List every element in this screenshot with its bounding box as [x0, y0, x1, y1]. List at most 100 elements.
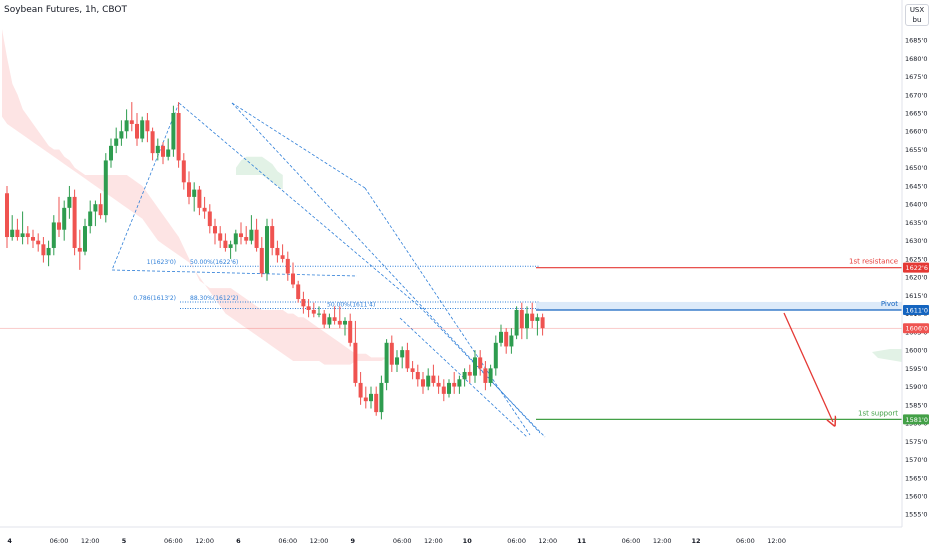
candle-body[interactable]	[140, 120, 145, 139]
candle-body[interactable]	[493, 342, 498, 369]
candle-body[interactable]	[197, 189, 202, 208]
candle-body[interactable]	[379, 382, 384, 413]
candle-body[interactable]	[291, 273, 295, 285]
candle-body[interactable]	[150, 131, 155, 154]
candle-body[interactable]	[202, 207, 207, 212]
candle-body[interactable]	[306, 306, 311, 310]
candle-body[interactable]	[233, 233, 238, 245]
candle-body[interactable]	[176, 113, 181, 161]
candle-body[interactable]	[109, 145, 113, 161]
candle-body[interactable]	[213, 226, 217, 234]
candle-body[interactable]	[135, 123, 139, 139]
candle-body[interactable]	[504, 331, 509, 347]
candle-body[interactable]	[467, 371, 472, 376]
candle-body[interactable]	[72, 196, 77, 248]
candle-body[interactable]	[395, 357, 399, 365]
candle-body[interactable]	[358, 382, 363, 398]
candle-body[interactable]	[103, 160, 108, 216]
candle-body[interactable]	[473, 357, 477, 376]
candle-body[interactable]	[280, 255, 285, 259]
candle-body[interactable]	[488, 368, 493, 383]
candle-body[interactable]	[301, 299, 306, 307]
candle-body[interactable]	[145, 120, 150, 132]
candle-body[interactable]	[483, 368, 488, 383]
candle-body[interactable]	[322, 313, 327, 325]
candle-body[interactable]	[509, 335, 514, 347]
candle-body[interactable]	[530, 313, 535, 321]
candle-body[interactable]	[421, 379, 425, 387]
candle-body[interactable]	[31, 237, 35, 241]
candle-body[interactable]	[431, 375, 436, 383]
candle-body[interactable]	[447, 382, 451, 394]
candle-body[interactable]	[62, 207, 67, 230]
candle-body[interactable]	[46, 247, 51, 256]
candle-body[interactable]	[166, 149, 171, 157]
candle-body[interactable]	[441, 386, 446, 394]
candle-body[interactable]	[239, 233, 243, 238]
candle-body[interactable]	[327, 317, 332, 325]
candle-body[interactable]	[36, 240, 41, 245]
candle-body[interactable]	[218, 233, 223, 241]
candle-body[interactable]	[311, 309, 316, 314]
candle-body[interactable]	[187, 182, 191, 197]
candle-body[interactable]	[244, 237, 249, 241]
candle-body[interactable]	[67, 196, 72, 208]
candle-body[interactable]	[20, 233, 25, 238]
candle-body[interactable]	[77, 247, 82, 252]
candle-body[interactable]	[57, 222, 61, 230]
candle-body[interactable]	[337, 320, 342, 325]
candle-body[interactable]	[405, 350, 410, 369]
candle-body[interactable]	[259, 247, 264, 274]
candle-body[interactable]	[207, 211, 212, 227]
candle-body[interactable]	[452, 382, 457, 387]
candle-body[interactable]	[223, 240, 228, 248]
candle-body[interactable]	[124, 120, 129, 132]
candle-body[interactable]	[25, 233, 30, 238]
candle-body[interactable]	[519, 309, 524, 329]
candle-body[interactable]	[525, 313, 529, 329]
candle-body[interactable]	[5, 193, 9, 238]
candle-body[interactable]	[296, 284, 301, 300]
candle-body[interactable]	[10, 229, 15, 238]
candle-body[interactable]	[285, 258, 290, 274]
candle-body[interactable]	[249, 229, 254, 241]
candle-body[interactable]	[499, 331, 503, 343]
candle-body[interactable]	[374, 393, 379, 413]
candle-body[interactable]	[363, 397, 368, 402]
candle-body[interactable]	[155, 145, 160, 154]
candle-body[interactable]	[41, 244, 46, 256]
candle-body[interactable]	[415, 371, 420, 380]
candle-body[interactable]	[51, 222, 56, 248]
candle-body[interactable]	[389, 342, 394, 365]
candle-body[interactable]	[426, 375, 431, 387]
candle-body[interactable]	[83, 226, 87, 252]
candle-body[interactable]	[410, 368, 415, 372]
candle-body[interactable]	[384, 342, 389, 383]
candle-body[interactable]	[353, 342, 358, 383]
candle-body[interactable]	[171, 113, 176, 150]
candle-body[interactable]	[436, 382, 441, 387]
candle-body[interactable]	[254, 229, 259, 248]
candle-body[interactable]	[457, 379, 462, 387]
candle-body[interactable]	[181, 160, 186, 183]
candle-body[interactable]	[88, 211, 93, 227]
candle-body[interactable]	[462, 371, 467, 380]
candle-body[interactable]	[161, 145, 165, 157]
candle-body[interactable]	[228, 244, 233, 248]
candle-body[interactable]	[275, 247, 280, 256]
candle-body[interactable]	[265, 226, 269, 274]
candle-body[interactable]	[93, 204, 98, 212]
currency-unit-button[interactable]: USX bu	[905, 4, 929, 26]
candle-body[interactable]	[332, 317, 337, 321]
candle-body[interactable]	[270, 226, 275, 248]
candle-body[interactable]	[15, 229, 20, 238]
candle-body[interactable]	[129, 120, 134, 124]
candle-body[interactable]	[114, 138, 119, 146]
candle-body[interactable]	[400, 350, 405, 358]
candle-body[interactable]	[369, 393, 373, 402]
candle-body[interactable]	[343, 320, 347, 325]
candle-body[interactable]	[540, 317, 545, 329]
candle-body[interactable]	[348, 320, 353, 343]
candle-body[interactable]	[119, 131, 124, 139]
